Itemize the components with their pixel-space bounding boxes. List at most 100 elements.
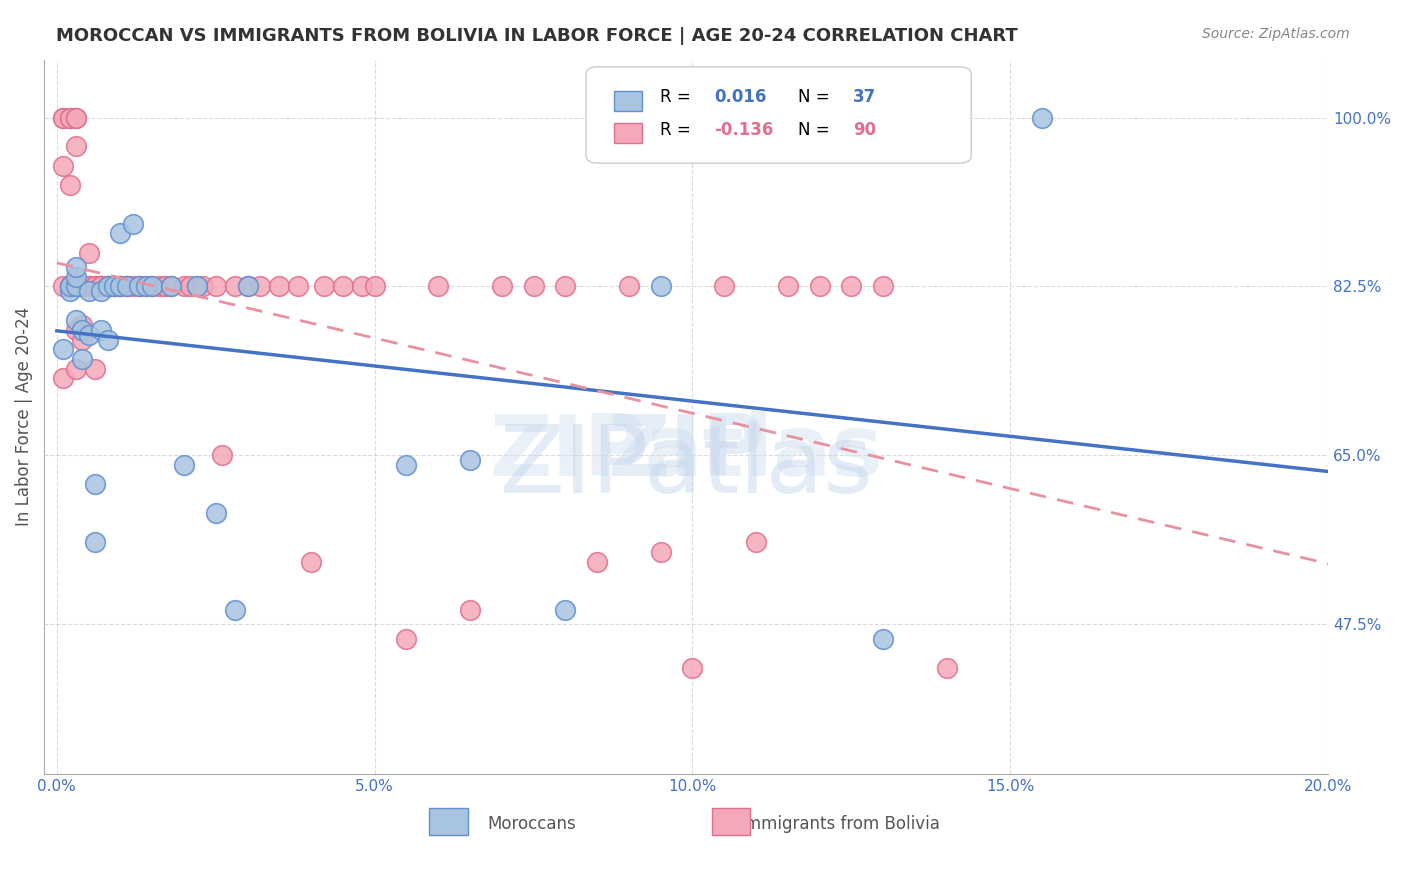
Point xyxy=(97,279,120,293)
Point xyxy=(90,279,112,293)
Point xyxy=(841,279,863,293)
Point xyxy=(103,279,125,293)
Point xyxy=(97,279,120,293)
Point xyxy=(491,279,513,293)
Point xyxy=(70,351,93,366)
Point xyxy=(160,279,183,293)
Point xyxy=(84,477,107,491)
Point xyxy=(1031,111,1053,125)
Point xyxy=(395,458,418,472)
Point xyxy=(65,313,87,327)
Point xyxy=(249,279,271,293)
Point xyxy=(103,279,125,293)
Point xyxy=(713,279,735,293)
Point xyxy=(70,318,93,332)
Point xyxy=(65,111,87,125)
Point xyxy=(554,279,576,293)
Point xyxy=(52,279,75,293)
Point xyxy=(141,279,163,293)
Point xyxy=(110,227,132,241)
Point xyxy=(312,279,335,293)
Point xyxy=(160,279,183,293)
Point xyxy=(65,269,87,284)
Point xyxy=(153,279,176,293)
Point xyxy=(77,245,100,260)
Text: R =: R = xyxy=(661,120,696,138)
Point xyxy=(52,343,75,357)
Point xyxy=(97,279,120,293)
Point xyxy=(52,111,75,125)
Point xyxy=(776,279,799,293)
Point xyxy=(148,279,170,293)
Point xyxy=(90,279,112,293)
Point xyxy=(65,279,87,293)
Point xyxy=(70,333,93,347)
Point xyxy=(52,111,75,125)
Point xyxy=(128,279,150,293)
Point xyxy=(90,279,112,293)
Point xyxy=(395,632,418,646)
Point xyxy=(58,178,80,193)
Point xyxy=(110,279,132,293)
Point xyxy=(363,279,385,293)
Point xyxy=(58,279,80,293)
Point xyxy=(522,279,544,293)
Point xyxy=(122,279,145,293)
Point xyxy=(682,661,704,675)
Point xyxy=(186,279,208,293)
Point xyxy=(128,279,150,293)
Point xyxy=(204,507,226,521)
Text: Moroccans: Moroccans xyxy=(488,815,576,833)
Point xyxy=(299,555,322,569)
Point xyxy=(211,449,233,463)
Point xyxy=(173,458,195,472)
Point xyxy=(65,139,87,153)
Point xyxy=(586,555,609,569)
FancyBboxPatch shape xyxy=(614,123,643,144)
Point xyxy=(427,279,450,293)
Point xyxy=(935,661,957,675)
Text: R =: R = xyxy=(661,88,696,106)
Point xyxy=(236,279,259,293)
Point xyxy=(97,279,120,293)
Point xyxy=(52,371,75,385)
Point xyxy=(84,279,107,293)
Point xyxy=(269,279,291,293)
Point xyxy=(103,279,125,293)
Point xyxy=(287,279,309,293)
Point xyxy=(97,333,120,347)
Text: -0.136: -0.136 xyxy=(714,120,773,138)
Point xyxy=(141,279,163,293)
Point xyxy=(650,279,672,293)
Point xyxy=(350,279,373,293)
Point xyxy=(332,279,354,293)
Point xyxy=(65,279,87,293)
Point xyxy=(65,323,87,337)
Point xyxy=(84,279,107,293)
Point xyxy=(458,453,481,467)
Text: Immigrants from Bolivia: Immigrants from Bolivia xyxy=(741,815,941,833)
Point xyxy=(58,279,80,293)
Text: ZIP: ZIP xyxy=(607,411,765,494)
Point xyxy=(110,279,132,293)
Point xyxy=(52,159,75,173)
Point xyxy=(58,279,80,293)
Point xyxy=(58,279,80,293)
Point xyxy=(65,279,87,293)
Point xyxy=(110,279,132,293)
Point xyxy=(70,279,93,293)
Point xyxy=(77,327,100,342)
Point xyxy=(186,279,208,293)
Point xyxy=(128,279,150,293)
Text: Source: ZipAtlas.com: Source: ZipAtlas.com xyxy=(1202,27,1350,41)
Text: ZIPatlas: ZIPatlas xyxy=(489,411,883,494)
Point xyxy=(191,279,214,293)
Text: N =: N = xyxy=(797,120,835,138)
Point xyxy=(65,361,87,376)
Point xyxy=(650,545,672,559)
Point xyxy=(135,279,157,293)
Point xyxy=(58,285,80,299)
Point xyxy=(872,632,894,646)
Point xyxy=(65,279,87,293)
Point xyxy=(115,279,138,293)
